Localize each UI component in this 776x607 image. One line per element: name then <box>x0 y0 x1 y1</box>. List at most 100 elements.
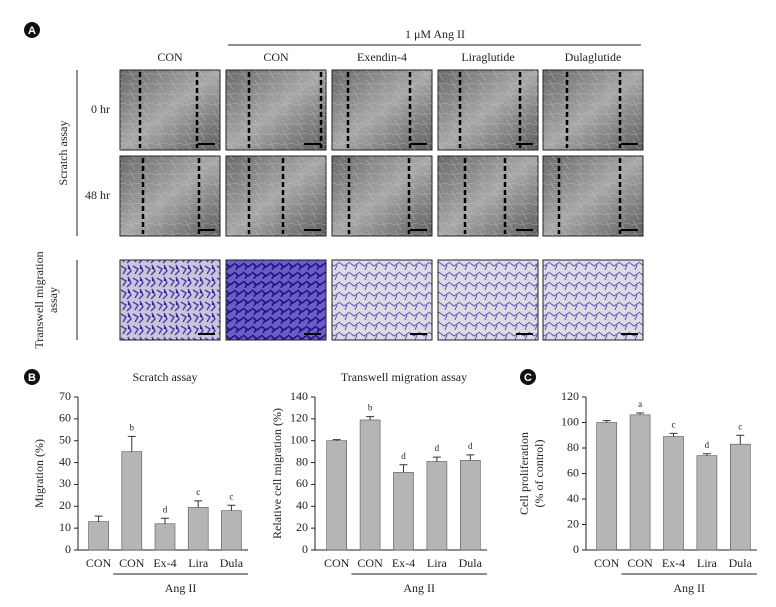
bar <box>696 455 718 551</box>
significance-letter: d <box>705 440 710 450</box>
x-tick-label: CON <box>119 556 145 570</box>
transwell-image <box>331 259 433 341</box>
error-bar <box>332 439 341 441</box>
row-label: Transwell migration <box>32 251 46 348</box>
y-axis-label: Cell proliferation <box>517 432 531 515</box>
significance-letter: d <box>163 504 168 514</box>
panel-badge: C <box>520 369 536 385</box>
error-bar <box>736 434 745 445</box>
y-tick-label: 20 <box>567 516 579 530</box>
error-bar <box>94 515 103 522</box>
bar <box>121 451 143 551</box>
group-label: Ang II <box>165 581 197 595</box>
cell-texture <box>543 70 643 150</box>
error-bar <box>669 432 678 437</box>
error-bar <box>161 517 169 524</box>
x-tick-label: Ex-4 <box>662 556 685 570</box>
significance-letter: c <box>196 487 200 497</box>
y-tick-label: 40 <box>567 491 579 505</box>
y-tick-label: 20 <box>296 520 308 534</box>
panel-badge: A <box>24 22 40 38</box>
cell-texture <box>438 70 538 150</box>
panel-label: A <box>28 25 36 37</box>
y-tick-label: 60 <box>567 465 579 479</box>
y-tick-label: 30 <box>59 476 71 490</box>
cell-texture <box>438 156 538 236</box>
y-tick-label: 80 <box>296 454 308 468</box>
bar <box>359 419 381 551</box>
panel-badge: B <box>24 369 40 385</box>
y-axis-label: Migration (%) <box>32 439 46 508</box>
error-bar <box>227 504 236 511</box>
row-label: Scratch assay <box>56 121 70 186</box>
error-bar <box>602 420 611 423</box>
column-header: Dulaglutide <box>565 50 622 64</box>
y-axis-label: (% of control) <box>532 440 546 508</box>
time-label: 48 hr <box>85 188 110 202</box>
y-tick-label: 120 <box>290 411 308 425</box>
panel-label: B <box>28 372 36 384</box>
bar <box>187 507 209 551</box>
transwell-image <box>542 259 644 341</box>
x-tick-label: Dula <box>220 556 244 570</box>
y-tick-label: 80 <box>567 440 579 454</box>
transwell-image <box>437 259 539 341</box>
significance-letter: b <box>368 403 373 413</box>
badge-circle <box>24 369 40 385</box>
column-header: CON <box>157 50 183 64</box>
significance-letter: d <box>435 443 440 453</box>
cell-texture <box>226 70 326 150</box>
y-tick-label: 20 <box>59 498 71 512</box>
error-bar <box>194 500 203 508</box>
bar <box>154 523 176 551</box>
significance-letter: c <box>738 421 742 431</box>
y-tick-label: 100 <box>561 414 579 428</box>
y-tick-label: 0 <box>302 542 308 556</box>
error-bar <box>702 453 711 456</box>
bar <box>326 440 348 551</box>
x-tick-label: Lira <box>427 556 448 570</box>
row-label: assay <box>46 287 60 313</box>
cell-texture <box>120 70 220 150</box>
bar <box>729 443 751 551</box>
bar <box>88 521 109 551</box>
y-tick-label: 50 <box>59 432 71 446</box>
error-bar <box>399 464 408 473</box>
significance-letter: d <box>401 451 406 461</box>
y-tick-label: 140 <box>290 389 308 403</box>
column-header: Exendin-4 <box>357 50 407 64</box>
x-tick-label: Lira <box>697 556 718 570</box>
chart-title: Transwell migration assay <box>341 370 467 384</box>
bar <box>596 422 618 551</box>
y-tick-label: 10 <box>59 520 71 534</box>
significance-letter: c <box>672 419 676 429</box>
bar <box>426 461 448 551</box>
significance-letter: c <box>229 491 233 501</box>
y-tick-label: 60 <box>59 411 71 425</box>
y-tick-label: 40 <box>59 454 71 468</box>
group-label: Ang II <box>403 581 435 595</box>
x-tick-label: CON <box>627 556 653 570</box>
bar <box>393 472 414 551</box>
transwell-image <box>225 259 327 341</box>
group-label: Ang II <box>673 581 705 595</box>
bar <box>663 436 684 551</box>
y-tick-label: 0 <box>573 542 579 556</box>
error-bar <box>127 435 136 452</box>
x-tick-label: Ex-4 <box>153 556 176 570</box>
error-bar <box>366 416 375 420</box>
x-tick-label: CON <box>357 556 383 570</box>
significance-letter: b <box>130 422 135 432</box>
column-header: Liraglutide <box>461 50 514 64</box>
badge-circle <box>520 369 536 385</box>
error-bar <box>636 412 645 415</box>
y-tick-label: 0 <box>65 542 71 556</box>
error-bar <box>466 454 475 461</box>
significance-letter: d <box>468 441 473 451</box>
y-tick-label: 70 <box>59 389 71 403</box>
y-tick-label: 60 <box>296 476 308 490</box>
x-tick-label: CON <box>86 556 112 570</box>
treatment-label: 1 μM Ang II <box>405 27 465 41</box>
error-bar <box>432 456 441 462</box>
x-tick-label: Ex-4 <box>392 556 415 570</box>
